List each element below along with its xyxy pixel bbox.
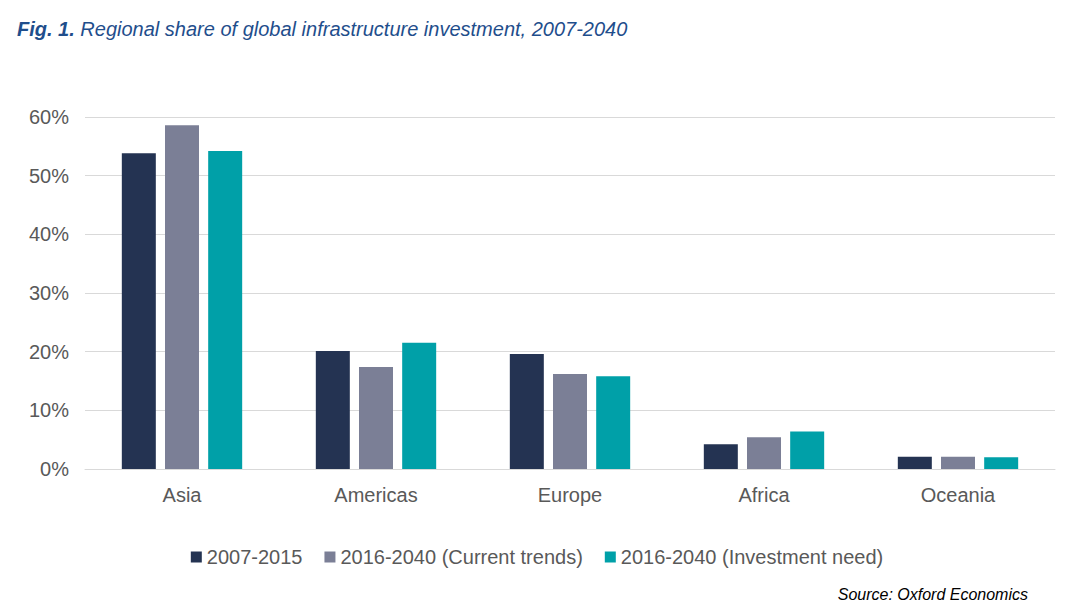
svg-text:Americas: Americas xyxy=(334,484,417,506)
svg-text:Oceania: Oceania xyxy=(921,484,996,506)
svg-text:Asia: Asia xyxy=(163,484,203,506)
svg-text:30%: 30% xyxy=(29,282,69,304)
svg-text:Regional share of global infra: Regional share of global infrastructure … xyxy=(75,18,628,40)
svg-text:Africa: Africa xyxy=(738,484,790,506)
svg-text:60%: 60% xyxy=(29,106,69,128)
svg-text:Source: Oxford Economics: Source: Oxford Economics xyxy=(838,586,1028,603)
svg-text:2007-2015: 2007-2015 xyxy=(207,546,303,568)
svg-text:2016-2040 (Current trends): 2016-2040 (Current trends) xyxy=(340,546,582,568)
svg-text:2016-2040 (Investment need): 2016-2040 (Investment need) xyxy=(621,546,883,568)
svg-text:Europe: Europe xyxy=(538,484,603,506)
svg-text:50%: 50% xyxy=(29,165,69,187)
svg-text:40%: 40% xyxy=(29,223,69,245)
svg-text:10%: 10% xyxy=(29,399,69,421)
svg-text:Fig. 1.: Fig. 1. xyxy=(17,18,75,40)
svg-text:20%: 20% xyxy=(29,341,69,363)
svg-text:0%: 0% xyxy=(40,458,69,480)
